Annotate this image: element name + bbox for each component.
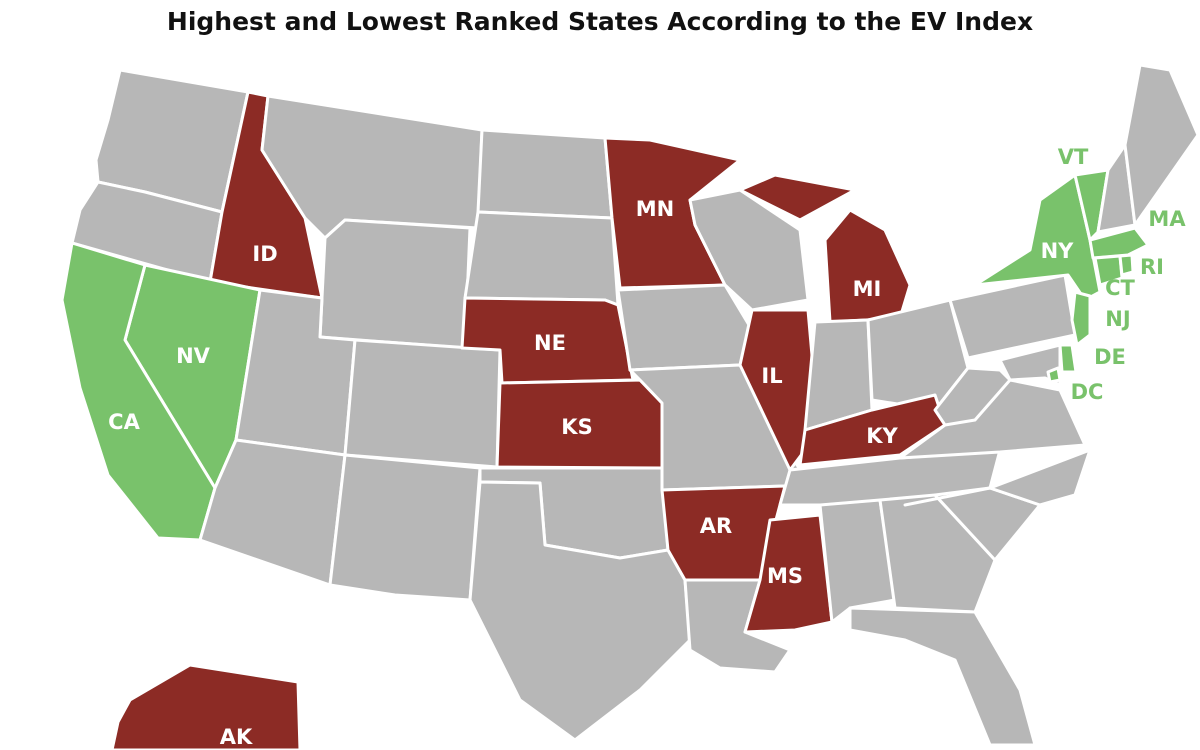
state-nc[interactable] [903, 448, 1092, 507]
state-ak[interactable] [110, 663, 302, 750]
state-de[interactable] [1058, 343, 1078, 374]
state-dc[interactable] [1046, 366, 1062, 384]
state-ri[interactable] [1118, 253, 1135, 277]
label-vt: VT [1058, 145, 1089, 169]
label-mn: MN [636, 197, 674, 221]
state-az[interactable] [198, 438, 347, 587]
label-nv: NV [176, 344, 211, 368]
label-nj: NJ [1105, 307, 1130, 331]
label-id: ID [252, 242, 277, 266]
state-ia[interactable] [616, 283, 754, 372]
label-ny: NY [1041, 239, 1075, 263]
state-nd[interactable] [476, 128, 614, 220]
label-de: DE [1094, 345, 1126, 369]
state-wy[interactable] [318, 218, 472, 350]
state-mi-upper[interactable] [738, 173, 857, 222]
label-ri: RI [1140, 255, 1164, 279]
label-ms: MS [767, 564, 803, 588]
state-ct[interactable] [1093, 254, 1124, 287]
label-ma: MA [1148, 207, 1186, 231]
state-al[interactable] [818, 498, 897, 624]
label-ks: KS [561, 415, 592, 439]
state-ca[interactable] [60, 241, 217, 542]
label-ak: AK [220, 725, 253, 749]
state-fl[interactable] [848, 606, 1037, 747]
label-mi: MI [853, 277, 882, 301]
state-me[interactable] [1123, 63, 1200, 227]
map-title: Highest and Lowest Ranked States Accordi… [166, 7, 1034, 36]
state-mi[interactable] [823, 208, 912, 324]
label-ky: KY [866, 424, 898, 448]
state-ga[interactable] [878, 493, 997, 614]
label-ct: CT [1105, 276, 1135, 300]
state-ma[interactable] [1088, 226, 1150, 260]
state-nm[interactable] [328, 453, 482, 602]
state-sd[interactable] [463, 210, 620, 307]
state-co[interactable] [343, 338, 502, 469]
state-nj[interactable] [1070, 290, 1092, 347]
label-dc: DC [1071, 380, 1104, 404]
label-ar: AR [700, 514, 732, 538]
label-il: IL [761, 364, 782, 388]
label-ca: CA [108, 410, 140, 434]
label-ne: NE [534, 331, 566, 355]
